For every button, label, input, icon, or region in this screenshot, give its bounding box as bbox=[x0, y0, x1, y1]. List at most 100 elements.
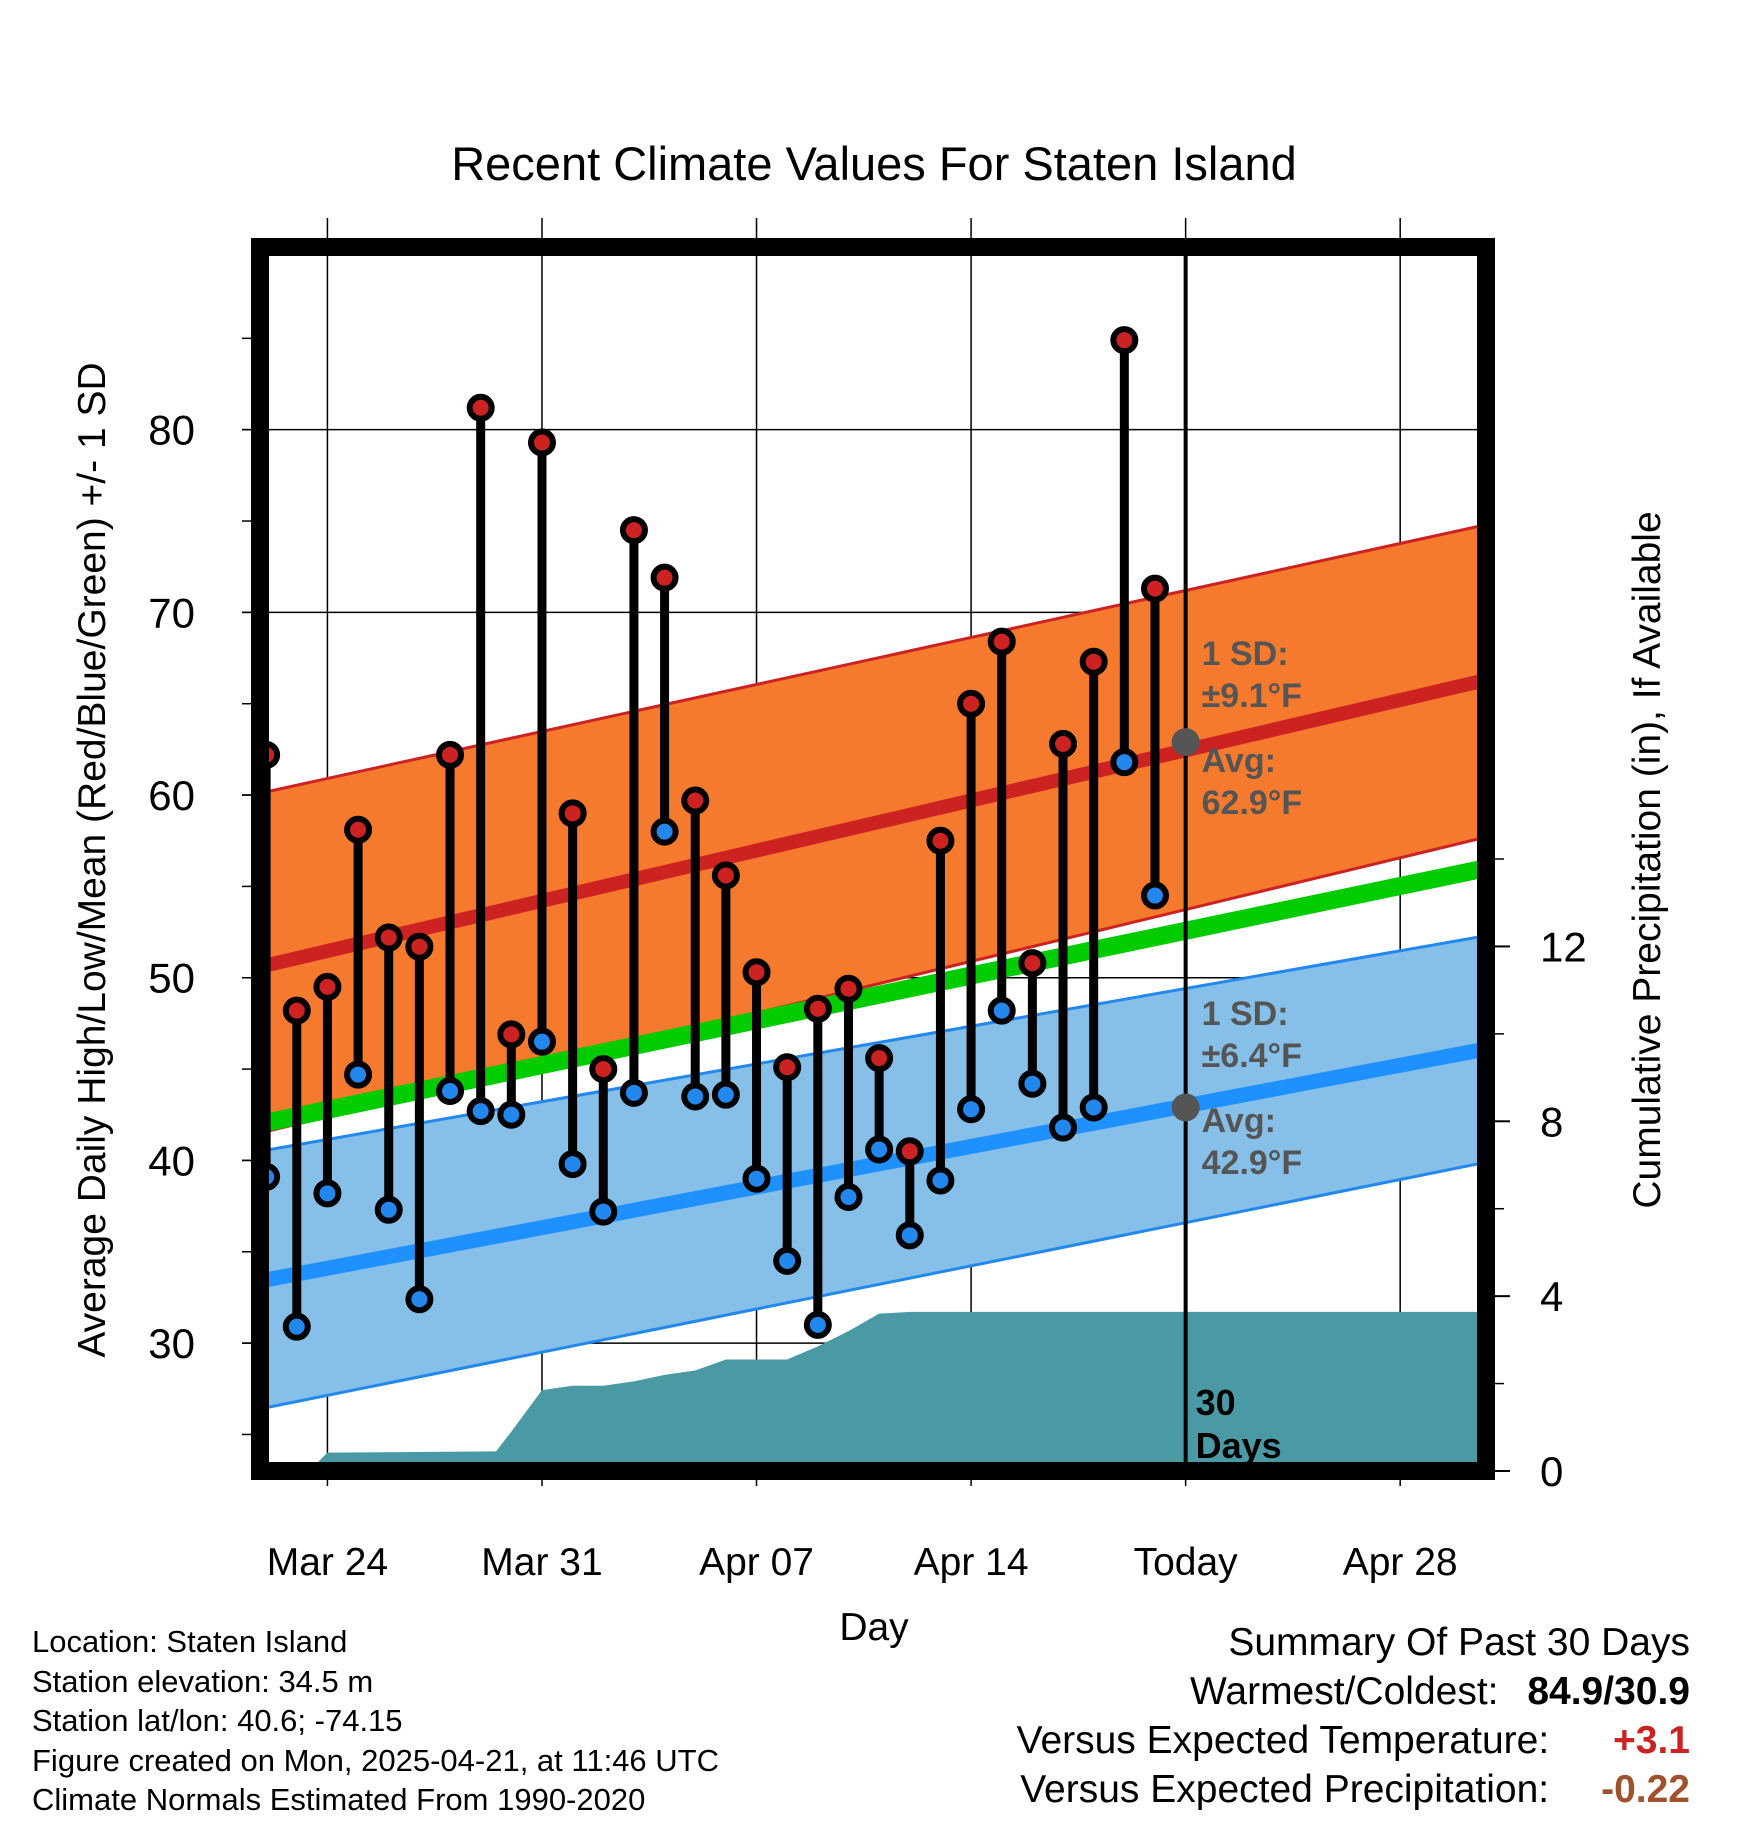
summary-warmest-row: Warmest/Coldest: 84.9/30.9 bbox=[1017, 1667, 1690, 1716]
high-normal-band-upper-edge bbox=[260, 523, 1486, 795]
low-avg-label: Avg: bbox=[1202, 1102, 1276, 1140]
high-temp-point bbox=[1079, 647, 1108, 676]
high-sd-label: 1 SD: bbox=[1202, 635, 1289, 673]
high-sd-value: ±9.1°F bbox=[1202, 677, 1302, 715]
high-temp-point bbox=[711, 861, 740, 890]
today-days-label-line2: Days bbox=[1196, 1425, 1282, 1466]
plot-frame bbox=[251, 238, 1495, 1480]
y-tick-label: 40 bbox=[148, 1137, 195, 1184]
low-temp-point bbox=[803, 1310, 832, 1339]
low-temp-point bbox=[619, 1078, 648, 1107]
low-sd-value: ±6.4°F bbox=[1202, 1037, 1302, 1075]
x-tick-label: Apr 28 bbox=[1343, 1541, 1458, 1584]
axes: 30 40 50 60 70 80 0 4 8 12 Mar 24 Mar 31 Apr 07 Apr 1… bbox=[148, 337, 1587, 1584]
low-avg-value: 42.9°F bbox=[1202, 1144, 1303, 1182]
low-temp-point bbox=[558, 1150, 587, 1179]
precipitation-area bbox=[260, 1311, 1486, 1471]
x-tick-label: Today bbox=[1134, 1541, 1239, 1584]
today-high-avg-marker bbox=[1171, 728, 1200, 757]
low-normal-band-upper-edge bbox=[260, 934, 1486, 1153]
low-temp-point bbox=[1079, 1093, 1108, 1122]
location-text: Location: Staten Island bbox=[32, 1624, 348, 1659]
station-info: Location: Staten Island Station elevatio… bbox=[32, 1622, 719, 1820]
x-axis-label: Day bbox=[839, 1606, 909, 1649]
high-temp-point bbox=[282, 996, 311, 1025]
warmest-label: Warmest/Coldest: bbox=[1190, 1670, 1499, 1713]
low-temp-point bbox=[987, 996, 1016, 1025]
low-temp-point bbox=[742, 1164, 771, 1193]
high-temp-point bbox=[957, 689, 986, 718]
precip-value: -0.22 bbox=[1601, 1768, 1690, 1811]
created-text: Figure created on Mon, 2025-04-21, at 11… bbox=[32, 1742, 719, 1778]
high-temp-point bbox=[773, 1053, 802, 1082]
summary-panel: Summary Of Past 30 Days Warmest/Coldest:… bbox=[1017, 1618, 1690, 1814]
low-temp-point bbox=[895, 1221, 924, 1250]
x-tick-label: Apr 07 bbox=[699, 1541, 814, 1584]
high-temp-point bbox=[527, 428, 556, 457]
low-sd-label: 1 SD: bbox=[1202, 995, 1289, 1033]
low-temp-point bbox=[926, 1166, 955, 1195]
high-temp-point bbox=[1140, 574, 1169, 603]
low-temp-point bbox=[527, 1027, 556, 1056]
high-temp-point bbox=[742, 958, 771, 987]
x-tick-label: Mar 24 bbox=[267, 1541, 388, 1584]
chart-title: Recent Climate Values For Staten Island bbox=[451, 137, 1297, 190]
y-tick-label: 50 bbox=[148, 955, 195, 1002]
low-temp-point bbox=[589, 1197, 618, 1226]
low-temp-point bbox=[1140, 881, 1169, 910]
high-temp-point bbox=[895, 1137, 924, 1166]
high-temp-point bbox=[436, 740, 465, 769]
low-temp-point bbox=[466, 1097, 495, 1126]
high-temp-point bbox=[681, 786, 710, 815]
y-axis-right-label: Cumulative Precipitation (in), If Availa… bbox=[1626, 511, 1669, 1208]
high-temp-point bbox=[558, 799, 587, 828]
high-temp-point bbox=[497, 1020, 526, 1049]
latlon-text: Station lat/lon: 40.6; -74.15 bbox=[32, 1703, 403, 1738]
y-right-tick-label: 8 bbox=[1540, 1098, 1563, 1145]
summary-precip-row: Versus Expected Precipitation: -0.22 bbox=[1017, 1765, 1690, 1814]
high-temp-point bbox=[619, 516, 648, 545]
low-temp-point bbox=[1049, 1113, 1078, 1142]
low-temp-point bbox=[834, 1182, 863, 1211]
high-temp-point bbox=[589, 1055, 618, 1084]
y-right-tick-label: 12 bbox=[1540, 923, 1587, 970]
high-temp-point bbox=[865, 1044, 894, 1073]
high-temp-point bbox=[1110, 326, 1139, 355]
high-avg-value: 62.9°F bbox=[1202, 784, 1303, 822]
y-tick-label: 70 bbox=[148, 589, 195, 636]
high-temp-point bbox=[313, 972, 342, 1001]
high-temp-point bbox=[834, 974, 863, 1003]
high-temp-point bbox=[987, 627, 1016, 656]
low-normal-band-lower-edge bbox=[260, 1160, 1486, 1411]
high-normal-mean-line bbox=[260, 673, 1486, 974]
high-temp-point bbox=[405, 932, 434, 961]
today-days-label-line1: 30 bbox=[1196, 1382, 1236, 1423]
high-avg-label: Avg: bbox=[1202, 742, 1276, 780]
high-temp-point bbox=[803, 994, 832, 1023]
low-temp-point bbox=[1110, 748, 1139, 777]
high-temp-point bbox=[926, 826, 955, 855]
warmest-value: 84.9/30.9 bbox=[1527, 1670, 1690, 1713]
plot-border bbox=[251, 238, 1495, 1480]
y-tick-label: 60 bbox=[148, 772, 195, 819]
low-temp-point bbox=[865, 1135, 894, 1164]
y-right-tick-label: 4 bbox=[1540, 1273, 1563, 1320]
low-temp-point bbox=[405, 1285, 434, 1314]
data-marks: 1 SD: ±9.1°F Avg: 62.9°F 1 SD: ±6.4°F Avg: 42.9… bbox=[252, 247, 1303, 1471]
low-temp-point bbox=[1018, 1069, 1047, 1098]
high-temp-point bbox=[1049, 729, 1078, 758]
high-temp-point bbox=[344, 815, 373, 844]
high-temp-point bbox=[1018, 949, 1047, 978]
low-temp-point bbox=[282, 1312, 311, 1341]
x-tick-label: Apr 14 bbox=[914, 1541, 1029, 1584]
summary-title: Summary Of Past 30 Days bbox=[1228, 1621, 1690, 1664]
today-low-avg-marker bbox=[1171, 1093, 1200, 1122]
low-temp-point bbox=[711, 1080, 740, 1109]
low-temp-point bbox=[497, 1100, 526, 1129]
low-temp-point bbox=[313, 1179, 342, 1208]
elevation-text: Station elevation: 34.5 m bbox=[32, 1663, 374, 1699]
y-tick-label: 30 bbox=[148, 1320, 195, 1367]
high-temp-point bbox=[466, 393, 495, 422]
x-tick-label: Mar 31 bbox=[481, 1541, 602, 1584]
